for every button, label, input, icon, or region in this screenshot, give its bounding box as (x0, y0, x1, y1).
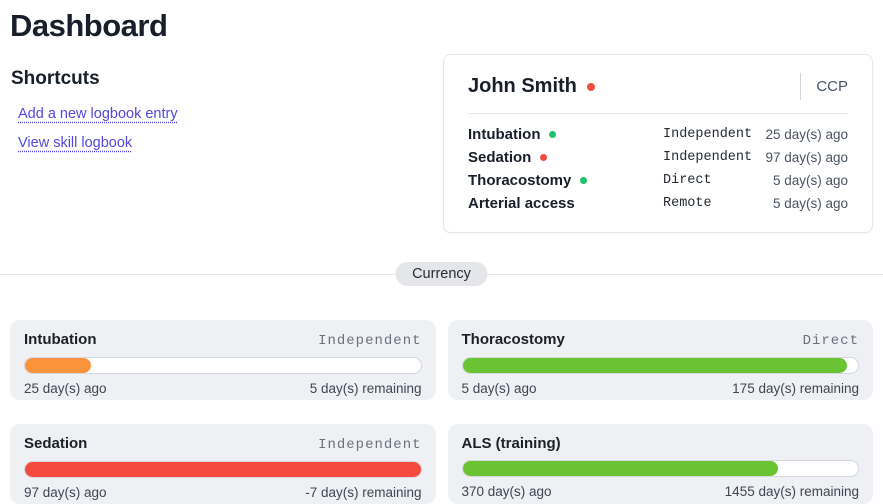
skill-last-done: 25 day(s) ago (765, 127, 848, 142)
skill-last-done: 5 day(s) ago (772, 196, 848, 211)
currency-card-title: ALS (training) (461, 435, 561, 452)
currency-card-footer: 25 day(s) ago 5 day(s) remaining (24, 381, 422, 396)
currency-pill: Currency (395, 261, 488, 286)
shortcuts-heading: Shortcuts (11, 68, 100, 89)
progress-bar-track (24, 461, 422, 478)
days-ago-label: 370 day(s) ago (461, 484, 552, 499)
currency-card-title: Sedation (24, 435, 88, 452)
skill-name-label: Intubation (468, 126, 541, 143)
profile-skill-list: Intubation Independent 25 day(s) ago Sed… (468, 126, 848, 212)
currency-card-footer: 5 day(s) ago 175 day(s) remaining (462, 381, 860, 396)
currency-card-status: Independent (318, 437, 422, 453)
days-ago-label: 97 day(s) ago (24, 485, 107, 500)
skill-level: Independent (663, 127, 753, 142)
currency-card-title: Intubation (24, 331, 97, 348)
currency-card-status: Direct (802, 333, 859, 349)
skill-level: Direct (663, 173, 712, 188)
days-remaining-label: -7 day(s) remaining (305, 485, 422, 500)
profile-status-dot (586, 82, 595, 91)
days-remaining-label: 1455 day(s) remaining (724, 484, 859, 499)
link-add-logbook-entry[interactable]: Add a new logbook entry (18, 106, 178, 122)
currency-section-divider: Currency (0, 260, 883, 287)
skill-row-name: Arterial access (468, 195, 663, 212)
currency-cards-grid: Intubation Independent 25 day(s) ago 5 d… (10, 320, 873, 504)
progress-bar-track (24, 357, 422, 374)
currency-card-thoracostomy: Thoracostomy Direct 5 day(s) ago 175 day… (447, 320, 873, 400)
currency-card-footer: 97 day(s) ago -7 day(s) remaining (24, 485, 422, 500)
currency-card-header: Intubation Independent (24, 331, 422, 349)
skill-status-dot (549, 131, 557, 138)
skill-level: Remote (663, 196, 712, 211)
skill-status-dot (580, 177, 588, 184)
currency-card-als-training: ALS (training) 370 day(s) ago 1455 day(s… (447, 424, 873, 504)
skill-row-name: Thoracostomy (468, 172, 663, 189)
skill-row-name: Sedation (468, 149, 663, 166)
skill-status-dot (540, 154, 548, 161)
skill-name-label: Arterial access (468, 195, 575, 212)
days-ago-label: 5 day(s) ago (461, 381, 537, 396)
profile-divider (468, 113, 848, 114)
currency-card-intubation: Intubation Independent 25 day(s) ago 5 d… (10, 320, 436, 400)
page-title: Dashboard (10, 8, 168, 43)
profile-header: John Smith CCP (468, 73, 848, 100)
profile-name-wrap: John Smith (468, 75, 595, 98)
progress-bar-fill (25, 462, 421, 477)
skill-name-label: Thoracostomy (468, 172, 572, 189)
progress-bar-fill (462, 461, 778, 476)
progress-bar-track (461, 357, 859, 374)
shortcuts-section: Shortcuts Add a new logbook entry View s… (10, 54, 443, 164)
link-view-skill-logbook[interactable]: View skill logbook (18, 135, 133, 151)
progress-bar-fill (25, 358, 92, 373)
skill-last-done: 5 day(s) ago (772, 173, 848, 188)
profile-name: John Smith (468, 75, 577, 97)
progress-bar-track (461, 460, 859, 477)
skill-level: Independent (663, 150, 753, 165)
skill-name-label: Sedation (468, 149, 532, 166)
skill-row-name: Intubation (468, 126, 663, 143)
days-remaining-label: 5 day(s) remaining (309, 381, 422, 396)
currency-card-header: ALS (training) (462, 435, 860, 452)
currency-card-header: Sedation Independent (24, 435, 422, 453)
profile-card: John Smith CCP Intubation Independent 25… (443, 54, 873, 233)
currency-card-status: Independent (318, 333, 422, 349)
skill-last-done: 97 day(s) ago (765, 150, 848, 165)
progress-bar-fill (462, 358, 847, 373)
currency-card-header: Thoracostomy Direct (462, 331, 860, 349)
currency-card-title: Thoracostomy (461, 331, 565, 348)
days-remaining-label: 175 day(s) remaining (732, 381, 859, 396)
days-ago-label: 25 day(s) ago (24, 381, 107, 396)
currency-card-sedation: Sedation Independent 97 day(s) ago -7 da… (10, 424, 436, 504)
currency-card-footer: 370 day(s) ago 1455 day(s) remaining (462, 484, 860, 499)
top-section: Shortcuts Add a new logbook entry View s… (10, 54, 873, 233)
profile-role-badge: CCP (800, 73, 848, 100)
